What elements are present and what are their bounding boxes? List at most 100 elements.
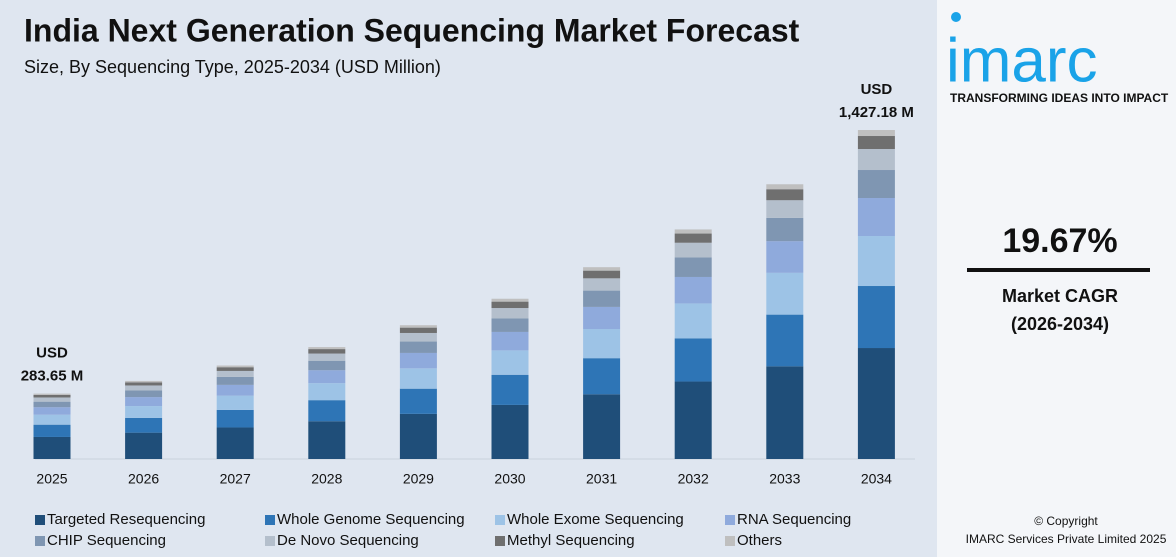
- legend-label: Others: [737, 532, 782, 549]
- bar-segment: [583, 329, 621, 359]
- bar-segment: [308, 353, 346, 361]
- bar-segment: [857, 286, 895, 349]
- bar-segment: [491, 318, 529, 332]
- legend-label: De Novo Sequencing: [277, 532, 419, 549]
- bar-segment: [33, 401, 71, 408]
- bar-segment: [399, 332, 437, 342]
- bar-segment: [216, 427, 254, 459]
- bar-segment: [125, 417, 163, 433]
- bar-segment: [674, 303, 712, 339]
- x-tick-label: 2026: [128, 471, 159, 487]
- legend-label: RNA Sequencing: [737, 511, 851, 528]
- bar-segment: [583, 358, 621, 395]
- bar-segment: [766, 241, 804, 273]
- chart-title: India Next Generation Sequencing Market …: [24, 12, 800, 48]
- x-tick-label: 2032: [678, 471, 709, 487]
- bar-segment: [216, 409, 254, 428]
- x-tick-label: 2033: [769, 471, 800, 487]
- bar-segment: [216, 367, 254, 371]
- bar-segment: [766, 272, 804, 315]
- tagline: TRANSFORMING IDEAS INTO IMPACT: [950, 91, 1169, 105]
- bar-segment: [674, 233, 712, 243]
- bar-segment: [857, 236, 895, 287]
- x-tick-label: 2031: [586, 471, 617, 487]
- bar-segment: [125, 385, 163, 391]
- x-tick-label: 2028: [311, 471, 342, 487]
- total-label: 283.65 M: [21, 368, 84, 385]
- bar-segment: [399, 341, 437, 353]
- bar-segment: [399, 413, 437, 459]
- bar-segment: [674, 276, 712, 304]
- bar-segment: [308, 370, 346, 384]
- bar-segment: [33, 394, 71, 398]
- legend-label: Whole Exome Sequencing: [507, 511, 684, 528]
- total-label: 1,427.18 M: [839, 104, 914, 121]
- bar-segment: [216, 365, 254, 368]
- cagr-label: Market CAGR: [1002, 286, 1118, 306]
- legend-swatch: [35, 536, 45, 546]
- legend-label: CHIP Sequencing: [47, 532, 166, 549]
- bar-segment: [491, 301, 529, 309]
- sidebar-background: [937, 0, 1176, 557]
- bar-segment: [33, 424, 71, 437]
- bar-segment: [857, 348, 895, 459]
- bar-segment: [857, 170, 895, 199]
- bar-segment: [766, 200, 804, 218]
- x-tick-label: 2027: [220, 471, 251, 487]
- bar-segment: [674, 381, 712, 459]
- legend-swatch: [725, 515, 735, 525]
- company: IMARC Services Private Limited 2025: [966, 532, 1167, 546]
- logo-dot: [951, 12, 961, 22]
- bar-segment: [766, 314, 804, 367]
- bar-segment: [399, 368, 437, 389]
- bar-segment: [491, 350, 529, 375]
- bar-segment: [491, 404, 529, 459]
- legend-swatch: [495, 515, 505, 525]
- bar-segment: [125, 380, 163, 383]
- bar-segment: [308, 421, 346, 459]
- legend-swatch: [265, 536, 275, 546]
- cagr-period: (2026-2034): [1011, 314, 1109, 334]
- cagr-value: 19.67%: [1002, 222, 1117, 260]
- bar-segment: [583, 394, 621, 459]
- total-unit: USD: [861, 81, 893, 98]
- chart-subtitle: Size, By Sequencing Type, 2025-2034 (USD…: [24, 57, 441, 77]
- bar-segment: [857, 136, 895, 150]
- legend-label: Methyl Sequencing: [507, 532, 635, 549]
- bar-segment: [125, 406, 163, 418]
- bar-segment: [491, 308, 529, 319]
- legend-label: Whole Genome Sequencing: [277, 511, 465, 528]
- legend-swatch: [265, 515, 275, 525]
- legend-label: Targeted Resequencing: [47, 511, 205, 528]
- bar-segment: [216, 384, 254, 396]
- logo: imarc: [946, 26, 1098, 95]
- bar-segment: [33, 436, 71, 459]
- x-tick-label: 2029: [403, 471, 434, 487]
- bar-segment: [583, 270, 621, 279]
- copyright: © Copyright: [1034, 514, 1098, 528]
- bar-segment: [583, 267, 621, 271]
- bar-segment: [33, 407, 71, 415]
- legend-swatch: [35, 515, 45, 525]
- legend-swatch: [495, 536, 505, 546]
- bar-segment: [308, 383, 346, 401]
- bar-segment: [674, 229, 712, 234]
- bar-segment: [399, 327, 437, 333]
- bar-segment: [33, 414, 71, 425]
- bar-segment: [399, 325, 437, 328]
- bar-segment: [216, 370, 254, 377]
- bar-segment: [674, 257, 712, 277]
- bar-segment: [766, 217, 804, 242]
- bar-segment: [766, 366, 804, 459]
- bar-segment: [216, 376, 254, 385]
- bar-segment: [399, 352, 437, 369]
- bar-segment: [857, 149, 895, 171]
- bar-segment: [491, 374, 529, 405]
- bar-segment: [125, 382, 163, 386]
- x-tick-label: 2034: [861, 471, 892, 487]
- bar-segment: [857, 130, 895, 137]
- bar-segment: [491, 298, 529, 302]
- bar-segment: [674, 242, 712, 258]
- bar-segment: [216, 395, 254, 410]
